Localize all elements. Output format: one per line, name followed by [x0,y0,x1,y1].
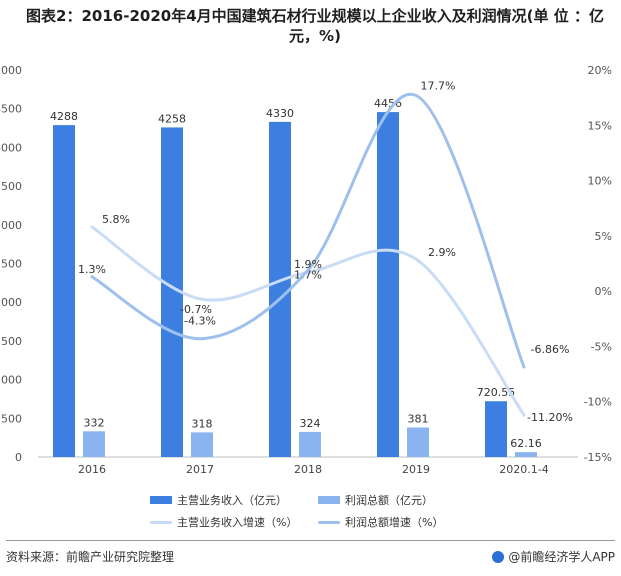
legend-swatch-profit [318,496,340,504]
footer-divider [6,540,615,541]
bar-revenue [485,401,507,457]
chart-area: 0 500 1000 1500 2000 2500 3000 3500 4000 4500 5000… [0,60,621,530]
source-note: 资料来源：前瞻产业研究院整理 [6,550,175,564]
bar-revenue [53,125,75,458]
left-tick-label: 3500 [0,180,22,193]
bar-revenue [269,121,291,457]
x-tick-label: 2017 [186,463,214,476]
footer: 资料来源：前瞻产业研究院整理 @前瞻经济学人APP [0,540,621,576]
bar-profit [191,432,213,457]
line-data-label: 17.7% [421,79,456,92]
bar-data-label: 4456 [374,97,402,110]
x-tick-label: 2016 [78,463,106,476]
line-data-label: 2.9% [428,246,456,259]
bar-data-label: 381 [408,413,429,426]
bar-data-label: 720.55 [477,386,516,399]
left-tick-label: 1000 [0,374,22,387]
bar-data-label: 318 [192,417,213,430]
bar-data-label: 332 [84,416,105,429]
line-data-label: -0.7% [180,303,212,316]
legend-label-revenue-growth: 主营业务收入增速（%） [177,516,298,529]
legend-swatch-revenue-growth [150,520,172,524]
x-tick-label: 2019 [402,463,430,476]
line-data-label: -4.3% [184,315,216,328]
bar-profit [83,431,105,457]
right-tick-label: 5% [595,230,612,243]
right-tick-label: -5% [591,340,612,353]
bar-data-label: 62.16 [510,437,542,450]
x-tick-label: 2020.1-4 [499,463,548,476]
line-profit-growth [90,92,526,369]
right-tick-label: 20% [588,64,612,77]
left-tick-label: 4000 [0,141,22,154]
legend-label-profit-growth: 利润总额增速（%） [345,516,444,529]
bar-data-label: 4258 [158,112,186,125]
brand-logo-icon [492,550,505,563]
legend-swatch-revenue [150,496,172,504]
left-tick-label: 3000 [0,219,22,232]
bar-profit [515,452,537,457]
bar-revenue [377,112,399,458]
chart-title: 图表2：2016-2020年4月中国建筑石材行业规模以上企业收入及利润情况(单 … [26,7,604,45]
line-data-label: -11.20% [527,411,573,424]
right-tick-label: 15% [588,119,612,132]
brand: @前瞻经济学人APP [492,548,615,565]
left-tick-label: 2000 [0,296,22,309]
legend-item-revenue-growth[interactable]: 主营业务收入增速（%） [150,514,297,530]
combo-chart: 0 500 1000 1500 2000 2500 3000 3500 4000 4500 5000… [0,64,612,476]
right-tick-label: 0% [595,285,612,298]
bar-data-label: 4330 [266,107,294,120]
left-tick-label: 500 [1,412,22,425]
line-data-label: 1.3% [78,263,106,276]
brand-text: @前瞻经济学人APP [508,550,615,564]
bar-revenue [161,127,183,458]
bar-data-label: 4288 [50,110,78,123]
line-data-label: 5.8% [102,213,130,226]
bar-data-label: 324 [300,417,321,430]
legend-swatch-profit-growth [318,520,340,524]
right-tick-label: 10% [588,175,612,188]
legend-item-profit[interactable]: 利润总额（亿元） [318,492,433,508]
x-tick-label: 2018 [294,463,322,476]
legend-item-revenue[interactable]: 主营业务收入（亿元） [150,492,287,508]
legend-label-revenue: 主营业务收入（亿元） [177,494,287,507]
line-data-label: -6.86% [531,343,570,356]
line-data-label: 1.9% [294,258,322,271]
legend-item-profit-growth[interactable]: 利润总额增速（%） [318,514,443,530]
bar-profit [407,427,429,457]
left-tick-label: 4500 [0,103,22,116]
left-tick-label: 1500 [0,335,22,348]
right-tick-label: -15% [584,451,612,464]
left-tick-label: 0 [15,451,22,464]
left-tick-label: 2500 [0,258,22,271]
line-revenue-growth [90,225,526,417]
legend-label-profit: 利润总额（亿元） [345,494,433,507]
bar-profit [299,431,321,457]
right-tick-label: -10% [584,396,612,409]
